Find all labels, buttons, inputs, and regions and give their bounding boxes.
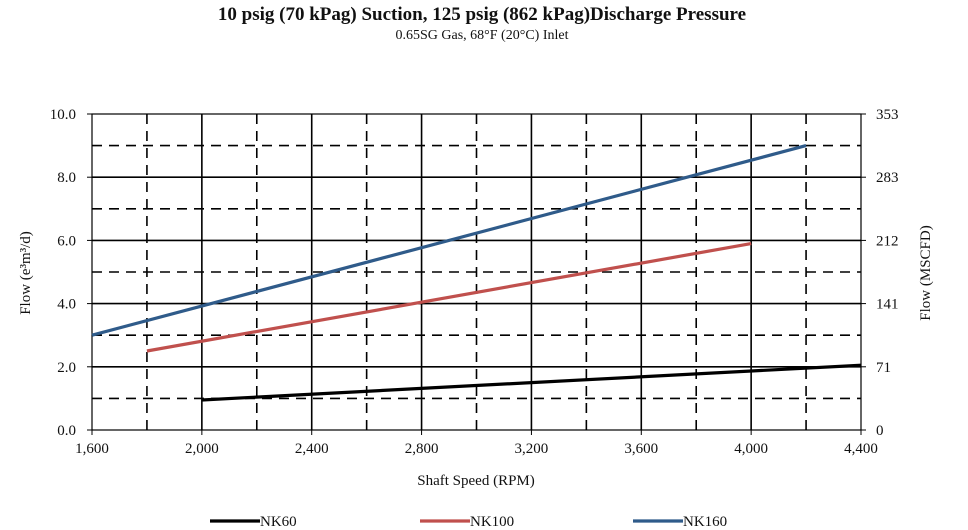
legend-label-nk60: NK60	[260, 514, 297, 530]
y-tick-label: 6.0	[57, 233, 76, 249]
y-axis-title: Flow (e³m³/d)	[18, 231, 34, 315]
y-axis-ticks: 0.0 2.0 4.0 6.0 8.0 10.0	[50, 107, 92, 439]
y2-tick-label: 283	[876, 170, 899, 186]
y-tick-label: 2.0	[57, 360, 76, 376]
y2-tick-label: 212	[876, 233, 899, 249]
series-lines	[91, 144, 862, 402]
legend-label-nk100: NK100	[470, 514, 514, 530]
y-tick-label: 10.0	[50, 107, 76, 123]
x-axis-title: Shaft Speed (RPM)	[417, 473, 535, 489]
secondary-y-axis-title: Flow (MSCFD)	[918, 225, 934, 320]
x-tick-label: 2,800	[405, 441, 439, 457]
series-line-nk160	[91, 144, 807, 337]
legend-label-nk160: NK160	[683, 514, 727, 530]
secondary-y-axis-ticks: 0 71 141 212 283 353	[861, 107, 899, 439]
x-tick-label: 2,400	[295, 441, 329, 457]
y-tick-label: 8.0	[57, 170, 76, 186]
y2-tick-label: 0	[876, 423, 884, 439]
x-tick-label: 3,200	[515, 441, 549, 457]
x-axis-ticks: 1,600 2,000 2,400 2,800 3,200 3,600 4,000 4,400	[75, 430, 878, 457]
x-tick-label: 4,400	[844, 441, 878, 457]
y2-tick-label: 141	[876, 297, 899, 313]
plot-frame	[91, 113, 862, 431]
y2-tick-label: 353	[876, 107, 899, 123]
chart-title: 10 psig (70 kPag) Suction, 125 psig (862…	[218, 4, 746, 25]
series-line-nk100	[146, 241, 752, 353]
y2-tick-label: 71	[876, 360, 891, 376]
x-tick-label: 1,600	[75, 441, 109, 457]
y-tick-label: 0.0	[57, 423, 76, 439]
y-tick-label: 4.0	[57, 297, 76, 313]
plot-border	[91, 113, 862, 431]
x-tick-label: 2,000	[185, 441, 219, 457]
x-tick-label: 4,000	[734, 441, 768, 457]
x-tick-label: 3,600	[624, 441, 658, 457]
chart-subtitle: 0.65SG Gas, 68°F (20°C) Inlet	[396, 28, 569, 43]
legend: NK60 NK100 NK160	[210, 514, 727, 530]
series-line-nk60	[201, 363, 862, 402]
